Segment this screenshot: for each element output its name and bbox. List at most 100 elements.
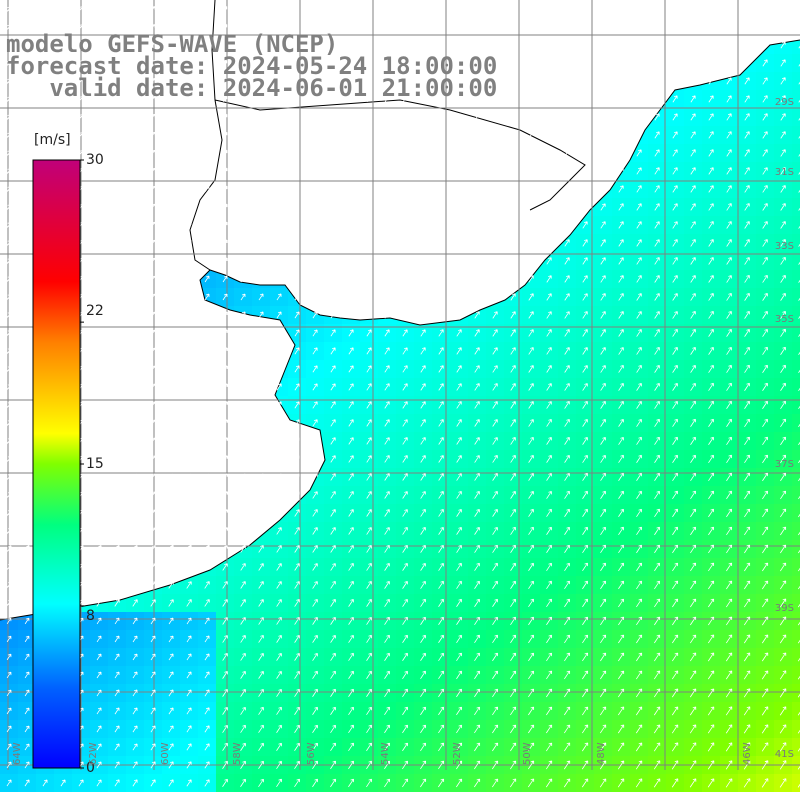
wind-cell — [792, 180, 800, 198]
wind-arrow — [474, 41, 480, 49]
wind-cell — [792, 648, 800, 666]
wind-arrow — [510, 113, 516, 121]
lon-label: 64W — [12, 742, 23, 765]
wind-arrow — [744, 95, 750, 103]
wind-cell — [792, 702, 800, 720]
wind-arrow — [636, 23, 642, 31]
wind-arrow — [654, 59, 660, 67]
wind-arrow — [330, 95, 336, 103]
wind-arrow — [312, 113, 318, 121]
wind-cell — [792, 108, 800, 126]
wind-arrow — [438, 59, 444, 67]
wind-arrow — [240, 77, 246, 84]
wind-arrow — [402, 95, 408, 103]
wind-arrow — [204, 95, 210, 102]
colorbar-label-30: 30 — [86, 152, 104, 168]
wind-arrow — [708, 59, 714, 67]
wind-arrow — [438, 41, 444, 49]
wind-arrow — [420, 59, 426, 67]
wind-arrow — [456, 95, 462, 103]
wind-cell — [792, 576, 800, 594]
wind-arrow — [60, 78, 66, 84]
wind-arrow — [6, 132, 12, 138]
wind-arrow — [600, 59, 606, 67]
wind-arrow — [708, 23, 714, 31]
wind-arrow — [384, 41, 390, 49]
wind-arrow — [150, 77, 156, 84]
wind-cell — [792, 558, 800, 576]
wind-arrow — [186, 59, 192, 66]
wind-arrow — [276, 5, 282, 12]
colorbar — [32, 159, 81, 769]
wind-arrow — [114, 60, 120, 66]
wind-arrow — [61, 24, 66, 30]
wind-arrow — [492, 77, 498, 85]
wind-arrow — [60, 114, 66, 120]
wind-arrow — [330, 23, 336, 30]
colorbar-label-22: 22 — [86, 303, 104, 319]
wind-arrow — [60, 96, 66, 102]
wind-cell — [792, 594, 800, 612]
wind-arrow — [384, 5, 390, 12]
wind-arrow — [186, 113, 192, 120]
wind-arrow — [654, 113, 660, 121]
wind-arrow — [61, 42, 66, 48]
wind-arrow — [276, 95, 282, 103]
wind-arrow — [366, 113, 372, 121]
wind-arrow — [114, 42, 120, 48]
wind-arrow — [438, 77, 444, 85]
wind-arrow — [133, 6, 138, 12]
wind-arrow — [294, 95, 300, 103]
wind-arrow — [204, 113, 210, 120]
wind-arrow — [240, 41, 246, 48]
wind-arrow — [115, 24, 120, 30]
wind-arrow — [780, 95, 786, 103]
wind-arrow — [312, 77, 318, 85]
wind-arrow — [204, 41, 210, 48]
wind-cell — [792, 396, 800, 414]
wind-arrow — [222, 95, 228, 102]
wind-arrow — [762, 77, 768, 85]
wind-arrow — [600, 77, 606, 85]
wind-arrow — [618, 95, 624, 103]
wind-arrow — [456, 113, 462, 121]
wind-arrow — [78, 96, 84, 102]
wind-arrow — [618, 59, 624, 67]
wind-arrow — [690, 41, 696, 49]
wind-arrow — [96, 113, 102, 120]
wind-arrow — [348, 5, 354, 12]
wind-arrow — [222, 23, 228, 30]
wind-arrow — [456, 77, 462, 85]
wind-arrow — [582, 41, 588, 49]
wind-arrow — [384, 95, 390, 103]
wind-arrow — [25, 60, 30, 66]
wind-arrow — [7, 6, 11, 12]
wind-arrow — [510, 59, 516, 67]
wind-arrow — [168, 59, 174, 66]
wind-cell — [792, 72, 800, 90]
wind-arrow — [222, 77, 228, 84]
wind-arrow — [384, 113, 390, 121]
wind-arrow — [276, 41, 282, 48]
wind-arrow — [150, 95, 156, 102]
wind-cell — [792, 432, 800, 450]
wind-arrow — [7, 24, 11, 30]
wind-arrow — [492, 95, 498, 103]
wind-arrow — [43, 24, 48, 30]
wind-arrow — [456, 5, 462, 13]
wind-arrow — [132, 42, 138, 48]
wind-arrow — [276, 59, 282, 66]
wind-arrow — [294, 5, 300, 12]
wind-arrow — [492, 41, 498, 49]
wind-arrow — [618, 77, 624, 85]
lat-label: 31S — [774, 167, 794, 178]
south-america-land — [0, 0, 800, 620]
wind-arrow — [330, 113, 336, 121]
wind-arrow — [564, 77, 570, 85]
wind-arrow — [672, 113, 678, 121]
lat-label: 35S — [774, 314, 794, 325]
wind-arrow — [240, 59, 246, 66]
wind-arrow — [762, 95, 768, 103]
wind-arrow — [582, 77, 588, 85]
